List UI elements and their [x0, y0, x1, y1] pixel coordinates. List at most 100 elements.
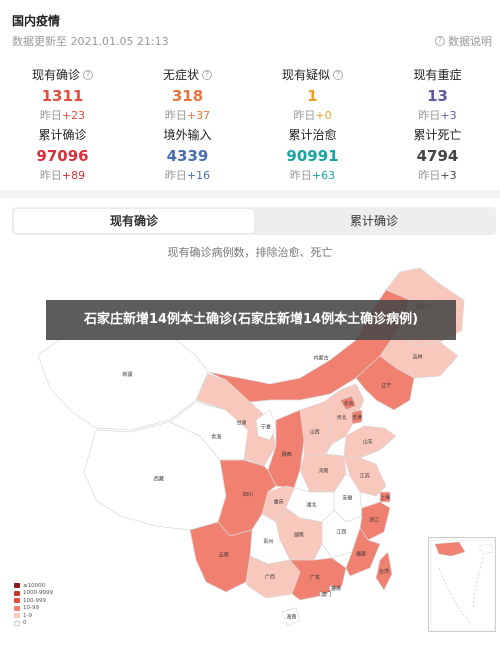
- legend-label: 10-99: [23, 605, 39, 612]
- stat-cumulative-cured: 累计治愈 90991 昨日+63: [250, 120, 375, 183]
- help-icon[interactable]: ?: [83, 69, 93, 80]
- stat-delta-prefix: 昨日: [164, 109, 187, 122]
- stat-label-text: 无症状: [162, 68, 199, 82]
- help-icon: ?: [435, 36, 445, 46]
- tab-current-confirmed[interactable]: 现有确诊: [14, 209, 254, 233]
- province-label: 澳门: [321, 591, 331, 598]
- stat-asymptomatic: 无症状? 318 昨日+37: [125, 60, 250, 122]
- stat-delta: 昨日+16: [125, 167, 250, 183]
- stat-delta: 昨日+63: [250, 167, 375, 183]
- province-fujian[interactable]: [345, 527, 381, 577]
- province-label: 北京: [343, 400, 353, 407]
- province-label: 广西: [265, 574, 275, 581]
- legend-swatch: [14, 583, 20, 589]
- tab-bar: 现有确诊 累计确诊: [12, 207, 496, 235]
- update-time: 数据更新至 2021.01.05 21:13: [12, 35, 169, 48]
- province-label: 青海: [211, 433, 221, 440]
- stat-current-suspected: 现有疑似? 1 昨日+0: [250, 60, 375, 122]
- stats-row: 累计确诊 97096 昨日+89 境外输入 4339 昨日+16 累计治愈 90991 昨日+6…: [0, 120, 500, 183]
- stat-delta: 昨日+3: [375, 167, 500, 183]
- map-legend: ≥10000 1000-9999 100-999 10-99 1-9 0: [14, 582, 53, 627]
- stat-delta: 昨日+3: [375, 107, 500, 123]
- legend-label: 1-9: [23, 612, 32, 619]
- province-label: 甘肃: [236, 420, 246, 427]
- stat-label-text: 累计确诊: [38, 128, 87, 142]
- help-icon[interactable]: ?: [333, 69, 343, 80]
- province-beijing[interactable]: [339, 395, 357, 411]
- province-label: 新疆: [123, 371, 133, 378]
- data-description-link[interactable]: ? 数据说明: [435, 33, 492, 49]
- stat-delta-prefix: 昨日: [418, 109, 441, 122]
- province-label: 宁夏: [261, 423, 271, 430]
- province-hongkong[interactable]: [329, 585, 335, 591]
- south-china-sea-inset: [428, 537, 496, 632]
- news-headline-banner[interactable]: 石家庄新增14例本土确诊(石家庄新增14例本土确诊病例): [46, 300, 456, 340]
- tab-cumulative-confirmed[interactable]: 累计确诊: [349, 214, 398, 228]
- stat-label-text: 现有确诊: [31, 68, 80, 82]
- province-label: 四川: [243, 492, 253, 498]
- page-title: 国内疫情: [12, 14, 61, 28]
- china-map: 新疆西藏青海甘肃内蒙古黑龙江吉林辽宁宁夏陕西山西河北北京天津山东河南江苏安徽上海…: [0, 260, 500, 645]
- stat-current-confirmed: 现有确诊? 1311 昨日+23: [0, 60, 125, 123]
- map-svg: 新疆西藏青海甘肃内蒙古黑龙江吉林辽宁宁夏陕西山西河北北京天津山东河南江苏安徽上海…: [37, 267, 465, 627]
- province-label: 河南: [318, 468, 328, 475]
- province-taiwan[interactable]: [375, 551, 393, 591]
- stat-delta-prefix: 昨日: [39, 169, 62, 182]
- province-label: 天津: [352, 414, 362, 421]
- stats-row: 现有确诊? 1311 昨日+23 无症状? 318 昨日+37 现有疑似? 1 昨日+0 现有重症…: [0, 60, 500, 123]
- stat-value: 4794: [416, 147, 459, 165]
- province-label: 辽宁: [381, 382, 391, 389]
- province-tianjin[interactable]: [351, 409, 363, 425]
- stat-delta: 昨日+23: [0, 107, 125, 123]
- legend-item: 10-99: [14, 605, 53, 613]
- stat-imported: 境外输入 4339 昨日+16: [125, 120, 250, 183]
- stat-label-text: 累计死亡: [413, 128, 462, 142]
- province-label: 山东: [363, 438, 373, 445]
- legend-label: 0: [23, 620, 27, 627]
- stat-delta-prefix: 昨日: [164, 169, 187, 182]
- stat-delta-prefix: 昨日: [293, 109, 316, 122]
- inset-map: [430, 539, 496, 632]
- stat-delta-prefix: 昨日: [39, 109, 62, 122]
- province-label: 湖南: [294, 531, 304, 538]
- province-label: 香港: [331, 585, 341, 592]
- legend-label: 1000-9999: [23, 590, 53, 597]
- stat-value: 1311: [41, 87, 84, 105]
- stat-label-text: 境外输入: [163, 128, 212, 142]
- stat-label: 现有确诊?: [0, 66, 125, 83]
- stat-delta-value: +37: [186, 109, 211, 122]
- province-label: 福建: [356, 551, 366, 558]
- section-divider: [0, 190, 500, 198]
- province-macau[interactable]: [319, 591, 325, 597]
- stat-label-text: 累计治愈: [288, 128, 337, 142]
- legend-item: 1-9: [14, 612, 53, 620]
- province-label: 西藏: [154, 476, 164, 483]
- province-sichuan[interactable]: [217, 459, 277, 537]
- province-label: 安徽: [342, 494, 352, 501]
- province-ningxia[interactable]: [255, 409, 277, 441]
- province-label: 湖北: [306, 501, 316, 508]
- stat-current-severe: 现有重症 13 昨日+3: [375, 60, 500, 123]
- legend-item: ≥10000: [14, 582, 53, 590]
- stat-label: 无症状?: [125, 66, 250, 83]
- province-label: 台湾: [379, 568, 389, 575]
- stat-value: 13: [427, 87, 448, 105]
- legend-swatch: [14, 598, 20, 604]
- province-label: 山西: [310, 428, 320, 435]
- province-label: 广东: [310, 574, 320, 581]
- province-hainan[interactable]: [281, 607, 301, 627]
- stat-delta-prefix: 昨日: [289, 169, 312, 182]
- legend-label: 100-999: [23, 597, 46, 604]
- province-label: 贵州: [263, 538, 273, 545]
- province-label: 海南: [286, 614, 296, 621]
- help-icon[interactable]: ?: [202, 69, 212, 80]
- stat-delta: 昨日+89: [0, 167, 125, 183]
- stat-delta-prefix: 昨日: [418, 169, 441, 182]
- legend-swatch: [14, 590, 20, 596]
- stat-value: 4339: [166, 147, 209, 165]
- province-liaoning[interactable]: [355, 355, 415, 411]
- legend-swatch: [14, 613, 20, 619]
- stat-label: 现有疑似?: [250, 66, 375, 83]
- legend-swatch: [14, 620, 20, 626]
- province-shanghai[interactable]: [379, 491, 391, 503]
